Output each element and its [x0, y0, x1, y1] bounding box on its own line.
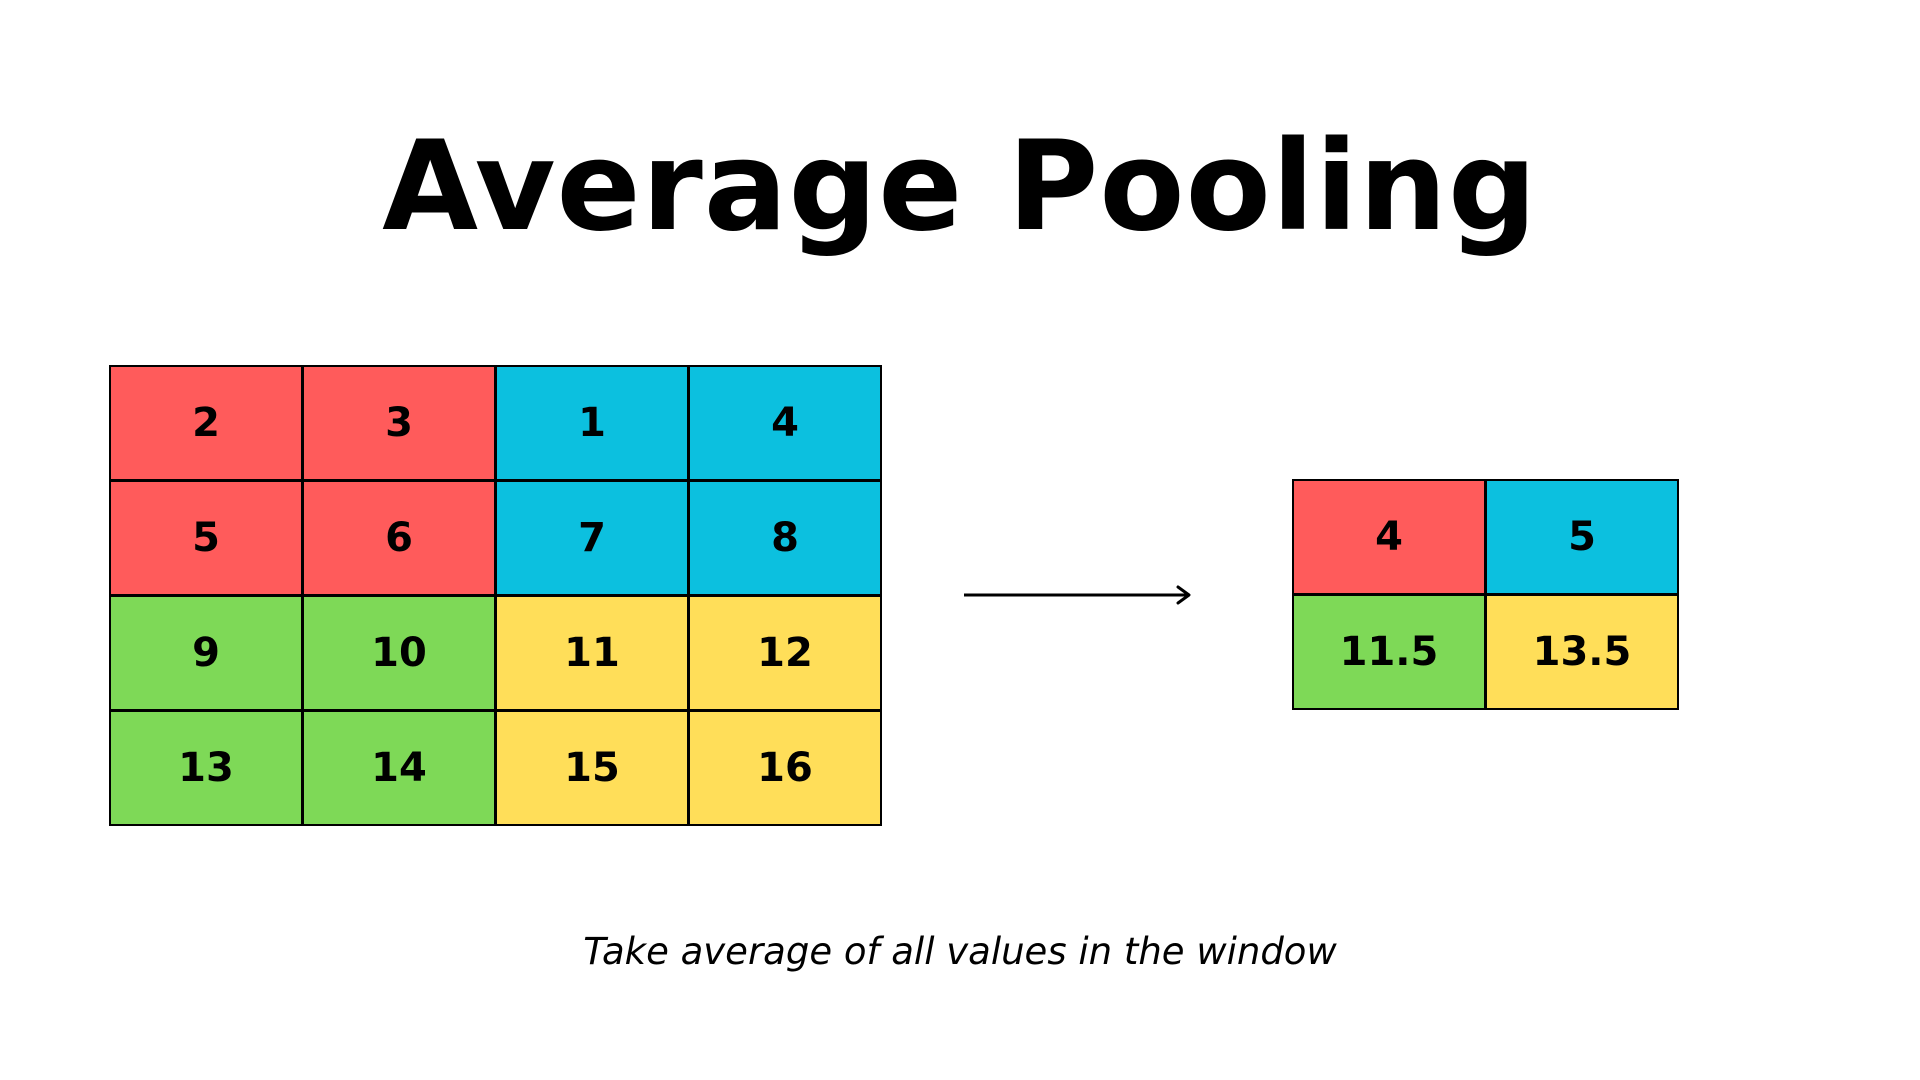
input-matrix-cell: 9 — [111, 597, 301, 709]
input-matrix-cell: 6 — [304, 482, 494, 594]
input-matrix-cell: 8 — [690, 482, 880, 594]
output-matrix-cell: 13.5 — [1487, 596, 1677, 708]
input-matrix-cell: 2 — [111, 367, 301, 479]
page-title: Average Pooling — [382, 115, 1538, 259]
input-matrix-cell: 5 — [111, 482, 301, 594]
input-matrix: 2 3 1 4 5 6 7 8 9 10 11 12 13 14 15 16 — [109, 365, 882, 826]
input-matrix-cell: 1 — [497, 367, 687, 479]
input-matrix-cell: 10 — [304, 597, 494, 709]
output-matrix-cell: 4 — [1294, 481, 1484, 593]
input-matrix-cell: 3 — [304, 367, 494, 479]
caption: Take average of all values in the window — [583, 930, 1337, 973]
output-matrix-cell: 5 — [1487, 481, 1677, 593]
input-matrix-cell: 13 — [111, 712, 301, 824]
input-matrix-cell: 12 — [690, 597, 880, 709]
input-matrix-cell: 4 — [690, 367, 880, 479]
input-matrix-cell: 7 — [497, 482, 687, 594]
input-matrix-cell: 11 — [497, 597, 687, 709]
input-matrix-cell: 14 — [304, 712, 494, 824]
arrow-right-icon — [964, 585, 1191, 605]
output-matrix: 4 5 11.5 13.5 — [1292, 479, 1679, 710]
input-matrix-cell: 16 — [690, 712, 880, 824]
input-matrix-cell: 15 — [497, 712, 687, 824]
output-matrix-cell: 11.5 — [1294, 596, 1484, 708]
